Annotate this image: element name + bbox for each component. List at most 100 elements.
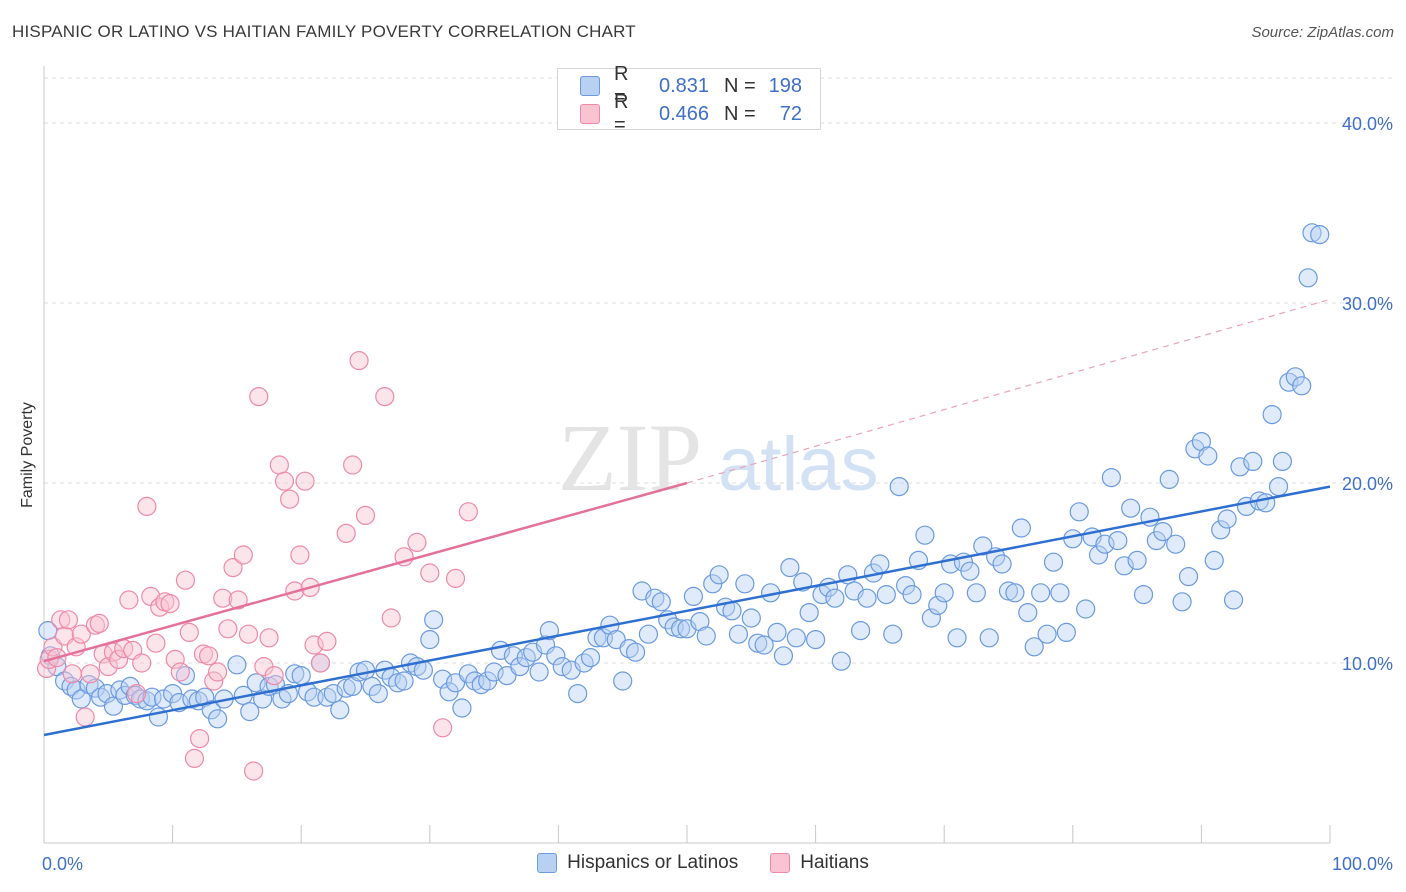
point-hispanic [1223, 590, 1244, 610]
point-haitian [165, 649, 185, 670]
point-hispanic [195, 687, 215, 707]
point-haitian [274, 471, 295, 491]
point-haitian [89, 613, 109, 634]
point-hispanic [529, 662, 549, 682]
point-haitian [132, 653, 152, 673]
point-haitian [445, 568, 466, 589]
point-hispanic [1127, 550, 1147, 571]
point-hispanic [799, 602, 819, 623]
n-label: N = [724, 74, 756, 97]
point-hispanic [921, 608, 941, 628]
point-haitian [259, 628, 279, 648]
point-hispanic [1005, 583, 1025, 603]
point-hispanic [568, 683, 588, 704]
point-haitian [420, 563, 440, 583]
point-hispanic [1037, 624, 1057, 644]
point-hispanic [1133, 584, 1154, 605]
point-hispanic [240, 701, 260, 722]
point-hispanic [1217, 509, 1237, 529]
point-hispanic [1069, 502, 1089, 522]
point-haitian [336, 523, 356, 544]
point-haitian [71, 624, 91, 644]
chart-title: HISPANIC OR LATINO VS HAITIAN FAMILY POV… [12, 22, 636, 41]
r-value: 0.831 [658, 74, 710, 97]
legend-item-haitian[interactable]: Haitians [770, 852, 869, 874]
y-tick-label: 10.0% [1342, 654, 1393, 674]
point-haitian [264, 665, 284, 686]
data-points [36, 223, 1330, 781]
point-hispanic [709, 565, 729, 585]
point-haitian [190, 728, 210, 749]
point-hispanic [1310, 225, 1330, 245]
point-hispanic [394, 671, 414, 691]
point-haitian [137, 496, 157, 516]
point-hispanic [1056, 622, 1076, 643]
y-tick-label: 30.0% [1342, 294, 1393, 314]
point-hispanic [1178, 566, 1199, 587]
point-hispanic [947, 628, 967, 648]
point-hispanic [580, 647, 601, 668]
point-hispanic [825, 588, 845, 608]
trend-line-haitian-extension [686, 298, 1331, 484]
point-hispanic [424, 610, 444, 630]
point-hispanic [1011, 518, 1031, 538]
point-haitian [150, 597, 170, 617]
point-haitian [208, 662, 228, 682]
point-hispanic [915, 525, 935, 545]
point-hispanic [1159, 469, 1179, 489]
point-hispanic [1166, 534, 1186, 554]
point-hispanic [638, 624, 659, 644]
point-haitian [228, 590, 248, 610]
point-haitian [458, 502, 478, 522]
legend-series: Hispanics or Latinos Haitians [0, 852, 1406, 874]
n-value: 198 [768, 74, 802, 97]
point-hispanic [870, 554, 890, 574]
n-value: 72 [779, 102, 802, 125]
point-hispanic [683, 586, 704, 607]
point-haitian [310, 653, 331, 673]
point-haitian [179, 622, 199, 643]
point-hispanic [227, 655, 247, 675]
point-hispanic [966, 583, 986, 603]
point-haitian [170, 662, 190, 682]
point-hispanic [735, 574, 755, 594]
point-hispanic [1272, 451, 1293, 471]
point-hispanic [928, 595, 948, 616]
point-haitian [146, 633, 166, 653]
point-hispanic [1292, 376, 1312, 396]
point-hispanic [574, 653, 594, 673]
point-hispanic [1198, 446, 1218, 466]
point-haitian [126, 683, 147, 704]
point-hispanic [355, 660, 376, 680]
point-hispanic [754, 635, 774, 655]
point-hispanic [619, 638, 639, 659]
point-hispanic [153, 689, 174, 709]
legend-item-hispanic[interactable]: Hispanics or Latinos [537, 852, 738, 874]
point-hispanic [696, 626, 716, 646]
point-hispanic [137, 691, 157, 711]
point-hispanic [85, 678, 106, 698]
point-hispanic [934, 583, 954, 603]
point-hispanic [613, 671, 633, 691]
r-label: R = [614, 63, 629, 108]
point-hispanic [471, 674, 491, 695]
point-hispanic [343, 676, 363, 697]
point-hispanic [1108, 530, 1128, 551]
point-hispanic [645, 588, 665, 608]
trend-line-hispanic [43, 485, 1331, 737]
r-value: 0.466 [658, 102, 710, 125]
point-hispanic [1018, 602, 1038, 623]
point-haitian [381, 608, 401, 628]
point-hispanic [1043, 552, 1064, 572]
point-hispanic [362, 676, 382, 697]
point-hispanic [1211, 520, 1231, 540]
point-haitian [269, 455, 289, 475]
point-hispanic [1101, 468, 1121, 488]
point-hispanic [670, 619, 691, 639]
legend-swatch-hispanic [580, 76, 600, 96]
point-haitian [349, 351, 369, 371]
legend-label: Haitians [800, 852, 869, 873]
point-hispanic [960, 561, 980, 581]
point-hispanic [902, 584, 922, 605]
